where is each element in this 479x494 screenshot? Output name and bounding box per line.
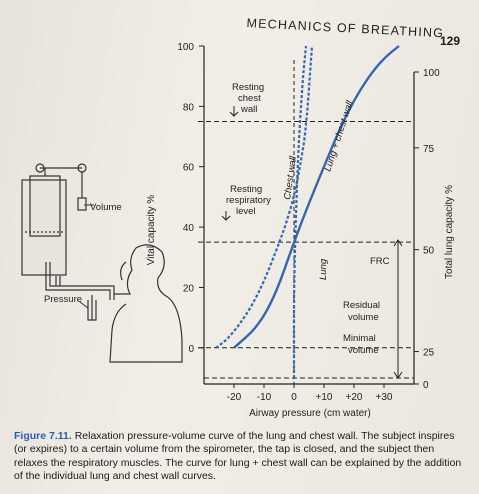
page-number: 129 [440,34,461,48]
breathing-tube-inner [49,262,115,300]
figure-caption: Figure 7.11. Relaxation pressure-volume … [14,430,470,484]
y-tick-label: 0 [188,344,194,355]
annotation-minimal-volume: Minimal volume [343,333,379,356]
x-tick-label: 0 [291,392,297,403]
x-axis-label: Airway pressure (cm water) [249,408,371,419]
annotation-line: wall [240,104,257,115]
annotation-residual-volume: Residual volume [343,300,380,323]
y2-tick-label: 0 [423,380,429,391]
mouthpiece [120,261,127,281]
caption-figure-number: Figure 7.11. [14,430,72,442]
x-tick-label: +30 [376,392,393,403]
annotation-line: chest [238,93,261,104]
annotation-resting-respiratory-level: Resting respiratory level [221,184,271,221]
pressure-pointer [79,301,89,309]
annotation-line: Resting [230,184,262,195]
y-axis-label: Vital capacity % [146,195,157,266]
counterweight [77,197,87,211]
reference-lines [198,60,414,384]
spirometer-diagram [21,163,183,363]
subject-silhouette [109,244,183,363]
plot-axes [203,46,415,385]
y2-tick-label: 100 [423,68,440,79]
y-tick-label: 20 [183,283,195,294]
breathing-tube [45,262,111,300]
volume-label: Volume [90,202,122,213]
y2-tick-label: 50 [423,246,435,257]
pulley-left [35,163,45,173]
y-ticks: 0 20 40 60 80 100 [177,42,204,355]
down-arrow-icon [221,211,231,221]
x-tick-label: -20 [227,392,242,403]
tap [55,276,61,286]
spirometer-drum [21,179,67,276]
annotation-resting-chest-wall: Resting chest wall [229,82,264,117]
series-line-lung-chest-wall [233,45,400,349]
annotation-line: respiratory [226,195,271,206]
y2-axis-label: Total lung capacity % [444,185,455,279]
lung-chest-wall-curve-label: Lung + chest wall [322,99,356,173]
y2-tick-label: 25 [423,348,435,359]
y2-ticks: 0 25 50 75 100 [414,68,440,391]
frc-label: FRC [370,256,390,267]
lung-curve-label: Lung [318,258,329,280]
annotation-line: Minimal [343,333,376,344]
x-ticks: -20 -10 0 +10 +20 +30 [227,384,393,403]
y2-tick-label: 75 [423,144,435,155]
curves [215,45,400,379]
y-tick-label: 100 [177,42,194,53]
x-tick-label: +20 [346,392,363,403]
y-tick-label: 60 [183,163,195,174]
annotation-line: volume [348,345,379,356]
annotation-line: Residual [343,300,380,311]
down-arrow-icon [229,106,239,117]
figure-7-11: Volume Pressure -20 -10 0 +10 +20 +30 0 20 40 60… [21,42,455,419]
series-line-lung [292,45,308,379]
caption-text: Relaxation pressure-volume curve of the … [14,430,462,483]
annotation-line: volume [348,312,379,323]
frc-double-arrow-icon [393,239,403,379]
y-tick-label: 40 [183,223,195,234]
annotation-line: Resting [232,82,264,93]
y-tick-label: 80 [183,102,195,113]
x-tick-label: +10 [316,392,333,403]
x-tick-label: -10 [257,392,272,403]
pressure-label: Pressure [44,294,82,305]
series-line-chest-wall [215,45,314,349]
annotation-line: level [236,206,256,217]
